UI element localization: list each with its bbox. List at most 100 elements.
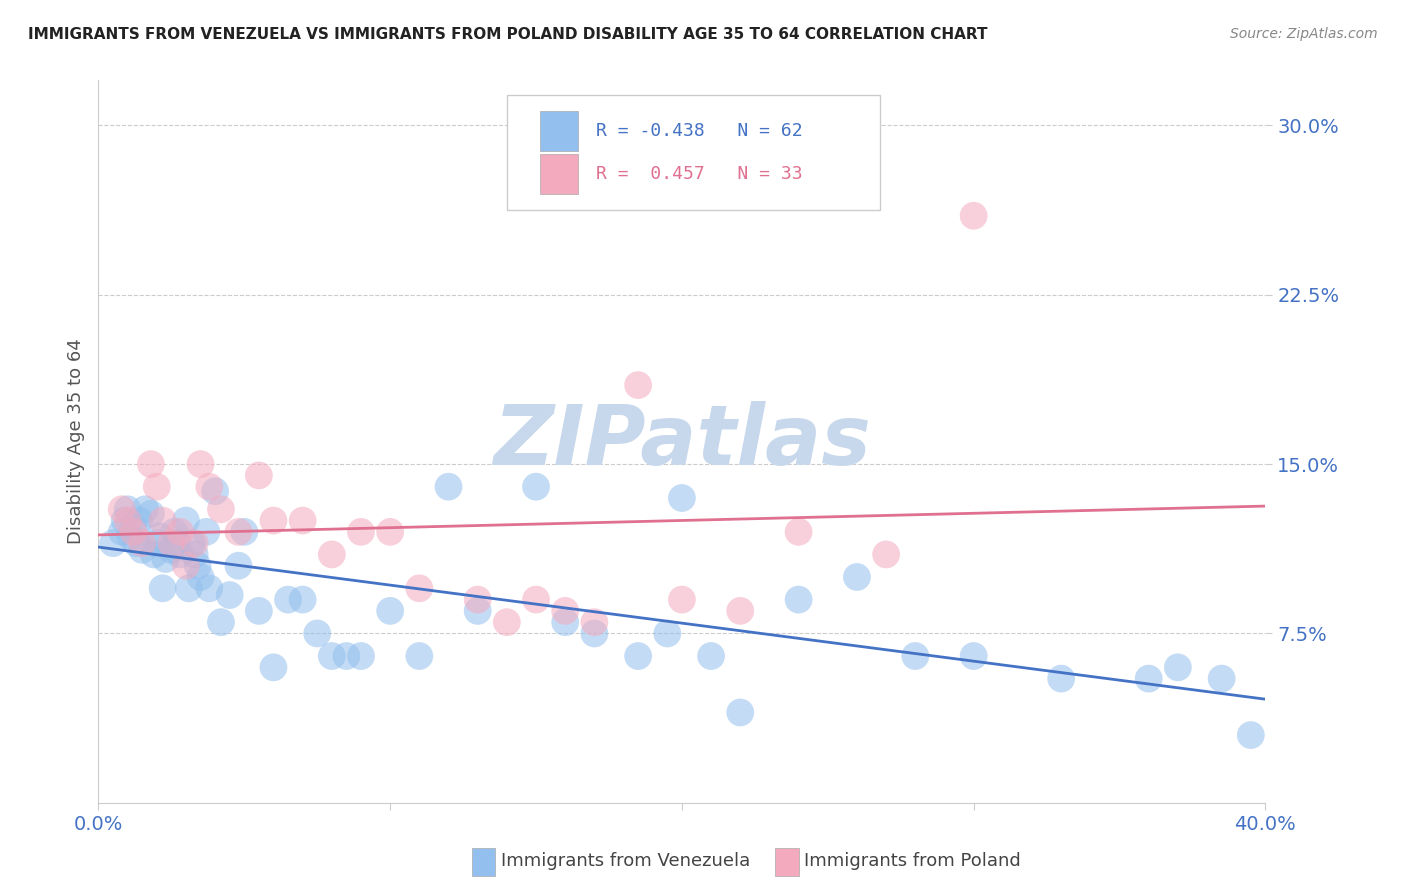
Point: [233, 524, 256, 539]
Point: [583, 626, 606, 640]
Point: [190, 457, 212, 471]
Point: [166, 536, 188, 550]
Point: [627, 648, 650, 663]
Point: [408, 648, 430, 663]
Point: [209, 615, 232, 630]
Point: [131, 542, 153, 557]
Point: [177, 582, 200, 596]
Point: [350, 648, 373, 663]
Point: [247, 604, 270, 618]
Text: Immigrants from Venezuela: Immigrants from Venezuela: [501, 852, 751, 870]
Point: [146, 480, 169, 494]
Point: [962, 648, 984, 663]
Point: [228, 558, 250, 573]
Point: [554, 604, 576, 618]
Point: [163, 524, 186, 539]
Point: [174, 558, 197, 573]
Point: [335, 648, 357, 663]
Point: [198, 582, 221, 596]
Point: [125, 536, 148, 550]
Point: [218, 588, 240, 602]
Point: [152, 514, 174, 528]
Point: [437, 480, 460, 494]
Text: R = -0.438   N = 62: R = -0.438 N = 62: [596, 122, 803, 140]
Point: [787, 524, 810, 539]
Point: [904, 648, 927, 663]
Point: [117, 514, 139, 528]
Point: [700, 648, 723, 663]
Point: [183, 548, 205, 562]
Point: [277, 592, 299, 607]
Point: [467, 604, 489, 618]
Point: [209, 502, 232, 516]
Point: [307, 626, 329, 640]
Point: [190, 570, 212, 584]
Point: [1050, 672, 1073, 686]
FancyBboxPatch shape: [775, 847, 799, 877]
Point: [120, 529, 142, 543]
Point: [1167, 660, 1189, 674]
Point: [467, 592, 489, 607]
Point: [122, 520, 145, 534]
Point: [787, 592, 810, 607]
Text: R =  0.457   N = 33: R = 0.457 N = 33: [596, 165, 803, 183]
Point: [262, 514, 284, 528]
Point: [187, 558, 209, 573]
Point: [204, 484, 226, 499]
Point: [321, 548, 343, 562]
FancyBboxPatch shape: [472, 847, 495, 877]
Point: [149, 529, 172, 543]
FancyBboxPatch shape: [540, 154, 578, 194]
Point: [496, 615, 519, 630]
Point: [730, 604, 752, 618]
Point: [657, 626, 679, 640]
FancyBboxPatch shape: [508, 95, 880, 211]
Point: [155, 552, 177, 566]
Point: [627, 378, 650, 392]
Point: [131, 536, 153, 550]
Point: [1240, 728, 1263, 742]
Point: [321, 648, 343, 663]
Point: [117, 502, 139, 516]
Text: Source: ZipAtlas.com: Source: ZipAtlas.com: [1230, 27, 1378, 41]
Point: [146, 536, 169, 550]
Point: [160, 536, 183, 550]
Point: [380, 524, 402, 539]
Point: [583, 615, 606, 630]
Point: [671, 491, 693, 505]
Point: [152, 582, 174, 596]
Point: [291, 514, 314, 528]
Point: [111, 524, 134, 539]
Point: [247, 468, 270, 483]
Point: [142, 548, 165, 562]
Point: [875, 548, 897, 562]
Point: [524, 480, 547, 494]
Point: [524, 592, 547, 607]
Point: [139, 457, 162, 471]
Point: [160, 542, 183, 557]
Text: ZIPatlas: ZIPatlas: [494, 401, 870, 482]
Point: [408, 582, 430, 596]
Point: [350, 524, 373, 539]
Point: [262, 660, 284, 674]
Point: [1137, 672, 1160, 686]
Point: [195, 524, 218, 539]
Point: [962, 209, 984, 223]
Point: [1211, 672, 1233, 686]
Text: IMMIGRANTS FROM VENEZUELA VS IMMIGRANTS FROM POLAND DISABILITY AGE 35 TO 64 CORR: IMMIGRANTS FROM VENEZUELA VS IMMIGRANTS …: [28, 27, 987, 42]
Point: [671, 592, 693, 607]
Y-axis label: Disability Age 35 to 64: Disability Age 35 to 64: [66, 339, 84, 544]
Point: [128, 514, 150, 528]
Point: [134, 502, 156, 516]
Point: [380, 604, 402, 618]
Point: [169, 524, 191, 539]
Point: [198, 480, 221, 494]
Point: [291, 592, 314, 607]
Point: [169, 548, 191, 562]
FancyBboxPatch shape: [540, 111, 578, 151]
Text: Immigrants from Poland: Immigrants from Poland: [804, 852, 1021, 870]
Point: [730, 706, 752, 720]
Point: [101, 536, 124, 550]
Point: [174, 514, 197, 528]
Point: [183, 536, 205, 550]
